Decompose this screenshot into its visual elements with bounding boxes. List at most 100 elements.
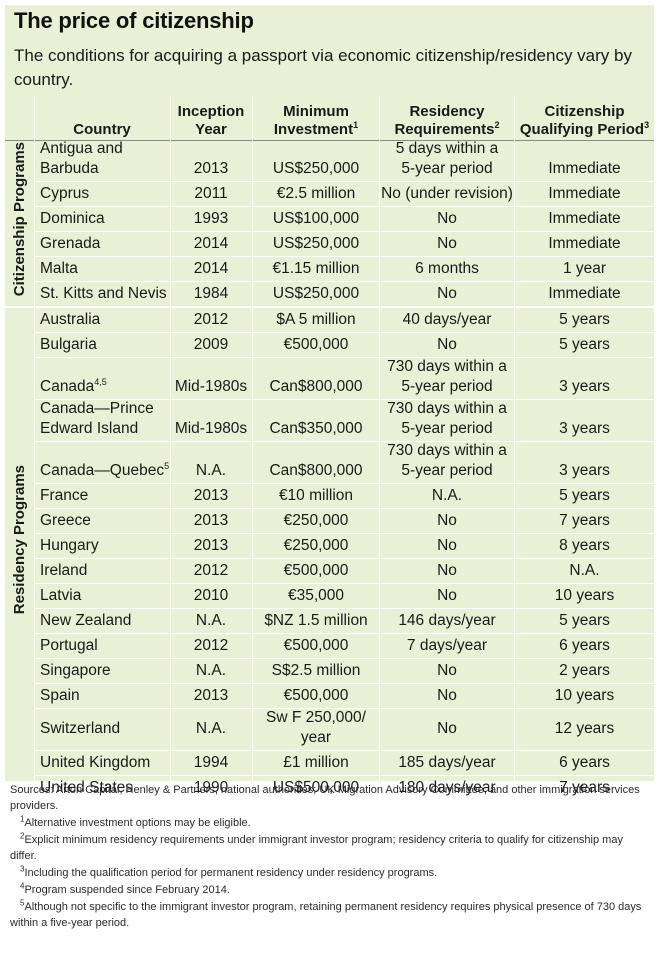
cell-qualifying-period: 6 years [515, 634, 654, 658]
residency-line: 5-year period [401, 160, 493, 177]
country-name: Dominica [40, 210, 105, 227]
inception-year: 2012 [193, 562, 229, 579]
cell-residency-requirement: No [380, 509, 514, 533]
qualifying-period: 3 years [559, 420, 610, 437]
residency-line: 5-year period [401, 420, 493, 437]
sources-footnotes: Sources: Arton Capital; Henley & Partner… [10, 782, 650, 932]
cell-qualifying-period: 5 years [515, 333, 654, 357]
cell-qualifying-period: Immediate [515, 141, 654, 181]
country-text: United States [40, 778, 133, 798]
residency-line: No [437, 719, 457, 737]
residency-line: No [437, 662, 457, 679]
cell-residency-requirement: 7 days/year [380, 634, 514, 658]
residency-text: 730 days within a 5-year period [387, 399, 507, 439]
residency-text: 6 months [415, 259, 479, 279]
column-divider [514, 96, 515, 781]
country-text: Bulgaria [40, 335, 97, 355]
inception-year: 2012 [193, 637, 229, 654]
country-name: Greece [40, 512, 91, 529]
country-text: Cyprus [40, 184, 89, 204]
country-name: Bulgaria [40, 336, 97, 353]
row-divider [34, 281, 654, 282]
investment-line: €250,000 [283, 537, 349, 554]
cell-country: Switzerland [40, 709, 170, 750]
country-line: Singapore [40, 661, 111, 681]
cell-minimum-investment: Can$800,000 [253, 442, 379, 483]
cell-inception-year: 2014 [170, 257, 252, 281]
qualifying-period: N.A. [569, 562, 600, 579]
row-divider [34, 658, 654, 659]
investment-line: US$250,000 [272, 160, 360, 177]
cell-residency-requirement: 5 days within a 5-year period [380, 140, 514, 181]
cell-minimum-investment: €10 million [253, 484, 379, 508]
cell-inception-year: 2012 [170, 308, 252, 332]
country-line: Portugal [40, 636, 98, 656]
cell-minimum-investment: $NZ 1.5 million [253, 609, 379, 633]
country-line: Antigua and [40, 139, 123, 159]
country-text: Spain [40, 686, 80, 706]
row-divider [34, 357, 654, 358]
cell-residency-requirement: 6 months [380, 257, 514, 281]
cell-country: Bulgaria [40, 333, 170, 357]
qualifying-period: 5 years [559, 311, 610, 328]
investment-text: Can$350,000 [269, 419, 362, 439]
footnote-text: Program suspended since February 2014. [24, 884, 230, 896]
country-name: Hungary [40, 537, 99, 554]
qualifying-period: 10 years [554, 687, 615, 704]
row-divider [34, 231, 654, 232]
inception-year: N.A. [195, 662, 227, 679]
residency-text: No [437, 719, 457, 739]
cell-residency-requirement: No [380, 559, 514, 583]
header-minimum-investment: Minimum Investment1 [273, 103, 359, 138]
cell-minimum-investment: €500,000 [253, 559, 379, 583]
residency-text: No [437, 536, 457, 556]
residency-text: No [437, 686, 457, 706]
residency-line: 40 days/year [402, 311, 492, 328]
cell-qualifying-period: 5 years [515, 308, 654, 332]
investment-text: €500,000 [284, 636, 349, 656]
cell-country: Greece [40, 509, 170, 533]
cell-country: St. Kitts and Nevis [40, 282, 170, 306]
footnote-number: 5 [20, 898, 25, 908]
cell-residency-requirement: 730 days within a 5-year period [380, 442, 514, 483]
qualifying-period: 7 years [559, 779, 610, 796]
inception-year: 2012 [193, 311, 229, 328]
cell-minimum-investment: €500,000 [253, 684, 379, 708]
residency-line: No [437, 587, 457, 604]
inception-year: 2014 [193, 235, 229, 252]
row-divider [34, 775, 654, 776]
row-divider [34, 533, 654, 534]
group-divider [5, 306, 654, 308]
investment-text: Sw F 250,000/year [266, 708, 366, 748]
qualifying-period: 1 year [562, 260, 607, 277]
residency-text: No [437, 284, 457, 304]
inception-year: 2013 [193, 487, 229, 504]
inception-year: Mid-1980s [174, 420, 248, 437]
cell-minimum-investment: Sw F 250,000/year [253, 709, 379, 750]
investment-text: US$250,000 [273, 159, 359, 179]
cell-minimum-investment: US$100,000 [253, 207, 379, 231]
inception-year: 1993 [193, 210, 229, 227]
investment-text: €35,000 [288, 586, 344, 606]
row-divider [34, 256, 654, 257]
footnote-text: Although not specific to the immigrant i… [10, 901, 642, 929]
residency-text: 40 days/year [403, 310, 492, 330]
cell-residency-requirement: No (under revision) [380, 182, 514, 206]
investment-line: €2.5 million [276, 185, 356, 202]
residency-line: No [437, 285, 457, 302]
investment-text: US$500,000 [273, 778, 359, 798]
cell-inception-year: 1984 [170, 282, 252, 306]
cell-residency-requirement: No [380, 232, 514, 256]
investment-line: US$100,000 [272, 210, 360, 227]
country-name: Malta [40, 260, 78, 277]
row-divider [34, 558, 654, 559]
header-divider [5, 140, 654, 141]
country-text: New Zealand [40, 611, 131, 631]
cell-residency-requirement: 40 days/year [380, 308, 514, 332]
country-name: Australia [40, 311, 101, 328]
investment-line: £1 million [283, 754, 349, 771]
cell-qualifying-period: 3 years [515, 358, 654, 399]
row-divider [34, 683, 654, 684]
inception-year: 2013 [193, 537, 229, 554]
footnote: 4Program suspended since February 2014. [10, 882, 650, 898]
